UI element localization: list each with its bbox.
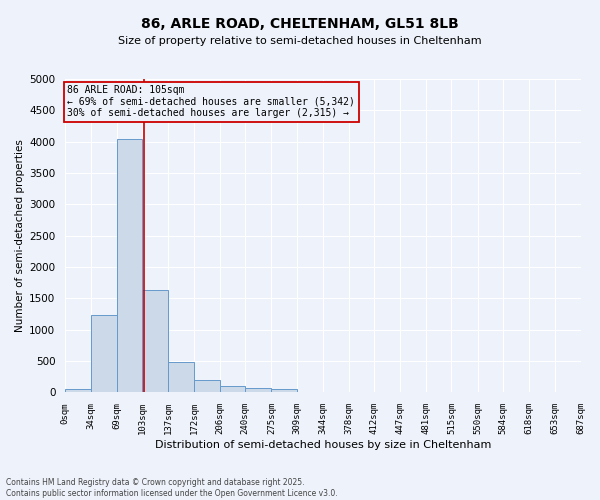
Bar [245,388,271,392]
Bar [65,390,91,392]
Text: Size of property relative to semi-detached houses in Cheltenham: Size of property relative to semi-detach… [118,36,482,46]
Bar [220,386,245,392]
Y-axis label: Number of semi-detached properties: Number of semi-detached properties [15,140,25,332]
Bar [91,316,117,392]
Text: Contains HM Land Registry data © Crown copyright and database right 2025.
Contai: Contains HM Land Registry data © Crown c… [6,478,338,498]
X-axis label: Distribution of semi-detached houses by size in Cheltenham: Distribution of semi-detached houses by … [155,440,491,450]
Text: 86 ARLE ROAD: 105sqm
← 69% of semi-detached houses are smaller (5,342)
30% of se: 86 ARLE ROAD: 105sqm ← 69% of semi-detac… [67,86,355,118]
Bar [271,389,297,392]
Bar [194,380,220,392]
Bar [168,362,194,392]
Text: 86, ARLE ROAD, CHELTENHAM, GL51 8LB: 86, ARLE ROAD, CHELTENHAM, GL51 8LB [141,18,459,32]
Bar [117,138,142,392]
Bar [142,290,168,392]
